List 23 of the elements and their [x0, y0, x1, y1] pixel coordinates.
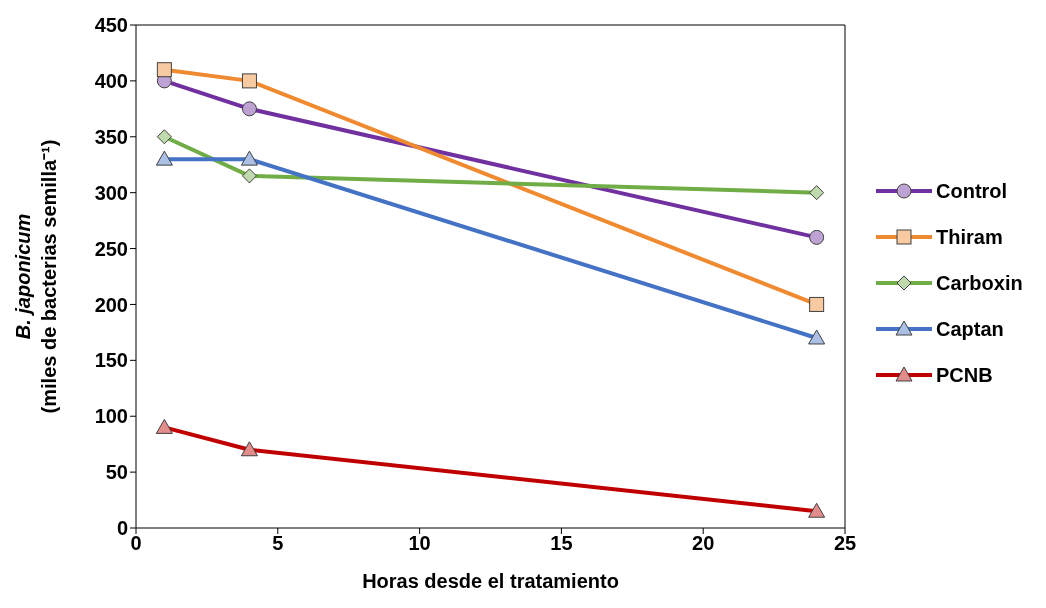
y-tick-label: 250 — [94, 237, 128, 260]
y-tick-label: 300 — [94, 181, 128, 204]
x-tick-label: 15 — [550, 532, 573, 555]
y-tick-label: 350 — [94, 125, 128, 148]
y-tick-label: 400 — [94, 69, 128, 92]
y-tick-label: 0 — [116, 517, 128, 540]
y-tick-label: 200 — [94, 293, 128, 316]
legend-label: PCNB — [936, 363, 993, 387]
y-tick-label: 150 — [94, 349, 128, 372]
x-tick-label: 25 — [833, 532, 857, 555]
y-tick-label: 100 — [94, 405, 128, 428]
legend-label: Carboxin — [936, 271, 1023, 295]
x-axis-title: Horas desde el tratamiento — [362, 570, 619, 592]
y-axis-title: B. japonicum (miles de bacterias semilla⁻¹) — [12, 139, 60, 414]
y-tick-label: 450 — [94, 14, 128, 37]
legend-label: Thiram — [936, 225, 1003, 249]
y-tick-label: 50 — [105, 461, 128, 484]
legend-label: Captan — [936, 317, 1004, 341]
x-tick-label: 10 — [408, 532, 431, 555]
legend-label: Control — [936, 179, 1008, 203]
x-tick-label: 5 — [272, 532, 284, 555]
x-tick-label: 0 — [130, 532, 142, 555]
x-tick-label: 20 — [692, 532, 715, 555]
